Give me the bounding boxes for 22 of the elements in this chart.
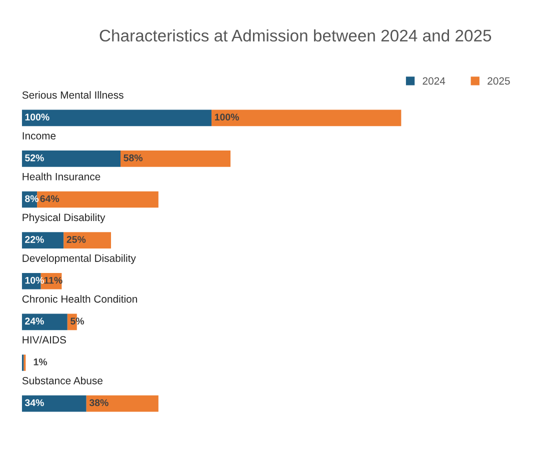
y-tick-label: Serious Mental Illness [22, 91, 124, 99]
y-tick-label: Health Insurance [22, 172, 100, 180]
y-tick-label: Substance Abuse [22, 376, 102, 384]
data-label: 1% [34, 358, 48, 366]
y-tick-label: Developmental Disability [22, 254, 136, 264]
y-tick-label: Income [22, 132, 56, 140]
data-label: 34% [24, 399, 44, 406]
data-label: 100% [25, 114, 50, 121]
y-tick-label: HIV/AIDS [22, 336, 66, 344]
y-tick-label: Physical Disability [22, 213, 106, 224]
data-label: 25% [66, 236, 86, 243]
y-tick-label: Chronic Health Condition [22, 295, 138, 303]
data-label: 38% [89, 399, 108, 406]
data-label: 22% [25, 236, 44, 243]
chart-title: Characteristics at Admission between 2024 and 2025 [100, 29, 492, 42]
legend-label: 2025 [488, 77, 510, 85]
data-label: 52% [25, 154, 44, 162]
legend-label: 2024 [422, 77, 446, 85]
data-label: 24% [25, 318, 44, 325]
data-label: 100% [214, 114, 239, 121]
data-label: 64% [40, 195, 60, 202]
data-label: 58% [124, 154, 143, 162]
